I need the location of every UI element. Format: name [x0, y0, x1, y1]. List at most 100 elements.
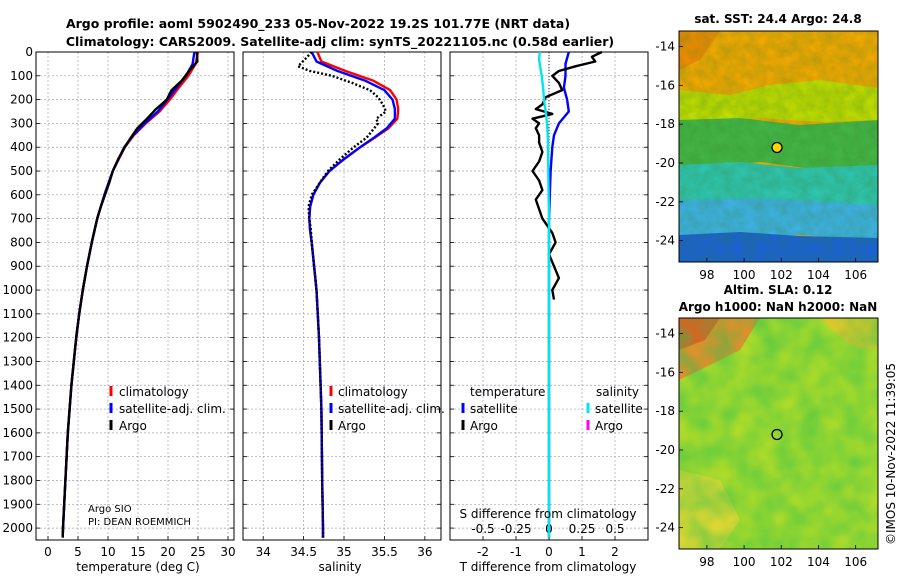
sla-map-image	[679, 318, 878, 549]
map-x-tick-label: 106	[844, 268, 867, 282]
map-y-tick-label: -14	[655, 40, 675, 54]
top-x-tick-label: -0.5	[471, 522, 494, 536]
sla-map-axes: 98 100 102 104 106 -14 -16 -18 -20 -22 -24	[655, 327, 867, 569]
top-x-tick-label: 0.25	[569, 522, 596, 536]
x-tick-label: 25	[190, 545, 205, 559]
temperature-legend: climatology satellite-adj. clim. Argo	[109, 385, 226, 433]
credit-line1: Argo SIO	[88, 504, 132, 515]
top-x-tick-label: -0.25	[500, 522, 531, 536]
map-x-tick-label: 104	[807, 268, 830, 282]
figure-title-line1: Argo profile: aoml 5902490_233 05-Nov-20…	[66, 16, 570, 32]
x-tick-label: 34	[256, 545, 271, 559]
series-line-argo	[61, 51, 199, 538]
depth-tick-label: 300	[10, 116, 33, 130]
map-x-tick-label: 106	[844, 555, 867, 569]
temperature-xlabel: temperature (deg C)	[76, 560, 199, 574]
legend-sal-satellite-label: satellite	[595, 402, 643, 416]
depth-tick-label: 1900	[2, 497, 33, 511]
plot-frame	[35, 51, 235, 541]
depth-tick-label: 1000	[2, 283, 33, 297]
credit-line2: PI: DEAN ROEMMICH	[88, 517, 191, 528]
depth-tick-label: 2000	[2, 521, 33, 535]
difference-panel: -2 -1 0 1 2-0.5 -0.25 0 0.25 0.5	[449, 50, 649, 559]
depth-tick-label: 900	[10, 259, 33, 273]
difference-legend: temperature salinity satellite Argo sate…	[461, 385, 643, 433]
sst-map-axes: 98 100 102 104 106 -14 -16 -18 -20 -22 -24	[655, 40, 867, 282]
sla-map-frame	[678, 317, 879, 550]
legend-climatology-label: climatology	[338, 385, 408, 399]
depth-tick-label: 1600	[2, 426, 33, 440]
difference-xlabel: T difference from climatology	[459, 560, 637, 574]
x-tick-label: 0	[545, 545, 553, 559]
depth-tick-label: 1800	[2, 473, 33, 487]
imos-timestamp: ©IMOS 10-Nov-2022 11:39:05	[884, 363, 898, 545]
legend-argo-label: Argo	[119, 419, 147, 433]
depth-tick-label: 100	[10, 69, 33, 83]
map-x-tick-label: 102	[770, 268, 793, 282]
depth-tick-label: 1400	[2, 378, 33, 392]
depth-tick-label: 500	[10, 164, 33, 178]
depth-tick-label: 0	[25, 45, 33, 59]
x-tick-label: 10	[100, 545, 115, 559]
legend-temperature-title: temperature	[470, 385, 545, 399]
sst-argo-marker	[771, 141, 783, 154]
sst-map-frame	[678, 30, 879, 263]
salinity-panel: 34 34.5 35 35.5 36	[242, 51, 442, 559]
depth-tick-label: 200	[10, 93, 33, 107]
depth-tick-label: 1500	[2, 402, 33, 416]
series-line-salinity-satellite	[537, 51, 551, 538]
map-y-tick-label: -14	[655, 327, 675, 341]
legend-salinity-title: salinity	[596, 385, 639, 399]
legend-satellite-label: satellite-adj. clim.	[119, 402, 226, 416]
depth-tick-label: 1100	[2, 307, 33, 321]
map-y-tick-label: -22	[655, 482, 675, 496]
x-tick-label: 15	[130, 545, 145, 559]
sst-map-image	[679, 31, 878, 262]
figure-title-line2: Climatology: CARS2009. Satellite-adj cli…	[66, 34, 614, 50]
x-tick-label: 20	[160, 545, 175, 559]
x-tick-label: -2	[477, 545, 489, 559]
x-tick-label: 5	[74, 545, 82, 559]
legend-temp-satellite-label: satellite	[470, 402, 518, 416]
legend-temp-argo-label: Argo	[470, 419, 498, 433]
x-tick-label: 30	[220, 545, 235, 559]
depth-tick-label: 1300	[2, 354, 33, 368]
depth-tick-label: 700	[10, 212, 33, 226]
depth-tick-label: 1700	[2, 450, 33, 464]
x-tick-label: 34.5	[290, 545, 317, 559]
legend-satellite-label: satellite-adj. clim.	[338, 402, 445, 416]
sla-map-title-line1: Altim. SLA: 0.12	[724, 283, 833, 297]
sla-map-title-line2: Argo h1000: NaN h2000: NaN	[679, 300, 878, 314]
depth-tick-label: 800	[10, 235, 33, 249]
map-x-tick-label: 98	[699, 268, 714, 282]
x-tick-label: 1	[578, 545, 586, 559]
salinity-legend: climatology satellite-adj. clim. Argo	[329, 385, 445, 433]
x-tick-label: 2	[611, 545, 619, 559]
salinity-xlabel: salinity	[318, 560, 361, 574]
map-x-tick-label: 104	[807, 555, 830, 569]
map-x-tick-label: 98	[699, 555, 714, 569]
map-y-tick-label: -24	[655, 521, 675, 535]
difference-top-xlabel: S difference from climatology	[460, 507, 637, 521]
x-tick-label: -1	[510, 545, 522, 559]
depth-tick-label: 1200	[2, 331, 33, 345]
x-tick-label: 36	[417, 545, 432, 559]
plot-frame	[449, 51, 649, 541]
x-tick-label: 0	[44, 545, 52, 559]
depth-tick-label: 400	[10, 140, 33, 154]
map-y-tick-label: -18	[655, 404, 675, 418]
map-x-tick-label: 102	[770, 555, 793, 569]
map-y-tick-label: -20	[655, 443, 675, 457]
map-y-tick-label: -24	[655, 234, 675, 248]
temperature-panel: 0100200300400500600700800900100011001200…	[2, 45, 235, 559]
x-tick-label: 35.5	[371, 545, 398, 559]
map-y-tick-label: -16	[655, 78, 675, 92]
plot-frame	[242, 51, 442, 541]
map-y-tick-label: -22	[655, 195, 675, 209]
sla-argo-marker	[771, 428, 783, 441]
legend-sal-argo-label: Argo	[595, 419, 623, 433]
map-x-tick-label: 100	[733, 268, 756, 282]
x-tick-label: 35	[336, 545, 351, 559]
series-line-argo	[296, 51, 388, 538]
